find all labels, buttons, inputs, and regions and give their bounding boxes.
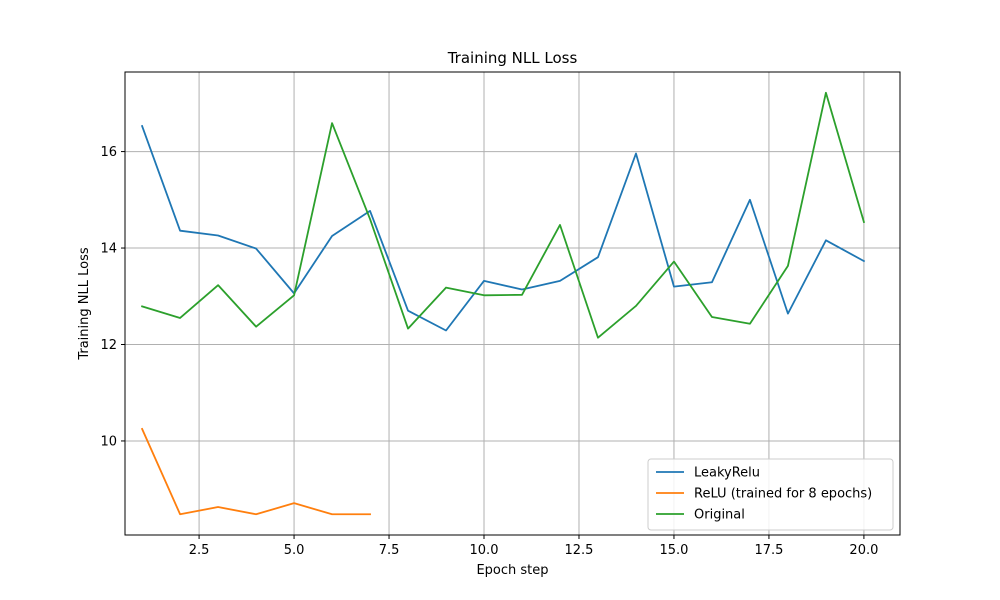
x-axis-label: Epoch step xyxy=(476,563,548,578)
ticks: 2.5 5.0 7.5 10.0 12.5 15.0 17.5 20.0 10 12 14 16 xyxy=(100,145,878,558)
x-tick-label: 15.0 xyxy=(659,543,688,558)
y-tick-label: 12 xyxy=(100,338,117,353)
legend-box xyxy=(647,458,894,531)
legend: LeakyRelu ReLU (trained for 8 epochs) Orig… xyxy=(647,458,894,531)
y-tick-label: 14 xyxy=(100,242,117,257)
x-tick-label: 10.0 xyxy=(470,543,499,558)
y-tick-label: 10 xyxy=(100,434,117,449)
chart-title: Training NLL Loss xyxy=(447,49,578,67)
series-layer xyxy=(140,91,866,516)
y-axis-label: Training NLL Loss xyxy=(77,247,92,361)
series-line-1 xyxy=(140,427,371,516)
x-tick-label: 17.5 xyxy=(754,543,783,558)
legend-label-0: LeakyRelu xyxy=(694,466,760,481)
legend-label-1: ReLU (trained for 8 epochs) xyxy=(694,487,872,502)
series-line-0 xyxy=(140,124,866,332)
x-tick-label: 20.0 xyxy=(849,543,878,558)
series-line-2 xyxy=(140,91,866,339)
legend-label-2: Original xyxy=(694,508,745,523)
x-tick-label: 7.5 xyxy=(379,543,400,558)
x-tick-label: 2.5 xyxy=(189,543,210,558)
plot-frame xyxy=(124,71,901,536)
y-tick-label: 16 xyxy=(100,145,117,160)
x-tick-label: 5.0 xyxy=(284,543,305,558)
x-tick-label: 12.5 xyxy=(565,543,594,558)
